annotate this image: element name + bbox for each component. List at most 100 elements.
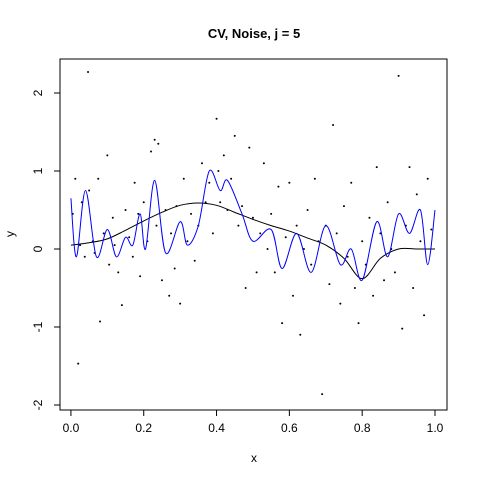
- point: [97, 177, 100, 180]
- point: [270, 212, 273, 215]
- point: [426, 177, 429, 180]
- point: [313, 177, 316, 180]
- point: [211, 232, 214, 235]
- chart-title: CV, Noise, j = 5: [208, 26, 300, 41]
- x-axis-label: x: [251, 451, 257, 465]
- point: [419, 240, 422, 243]
- point: [342, 205, 345, 208]
- point: [321, 393, 324, 396]
- point: [77, 362, 80, 365]
- point: [401, 327, 404, 330]
- y-tick-label: 0: [31, 245, 45, 252]
- y-tick-label: 1: [31, 167, 45, 174]
- fit-line: [70, 202, 435, 280]
- point: [99, 320, 102, 323]
- point: [179, 302, 182, 305]
- point: [155, 224, 158, 227]
- point: [87, 70, 90, 73]
- x-tick-label: 1.0: [427, 421, 444, 435]
- point: [353, 287, 356, 290]
- point: [193, 259, 196, 262]
- point: [74, 177, 77, 180]
- point: [412, 287, 415, 290]
- point: [120, 304, 123, 307]
- point: [284, 236, 287, 239]
- point: [383, 279, 386, 282]
- point: [111, 216, 114, 219]
- point: [182, 177, 185, 180]
- point: [306, 209, 309, 212]
- point: [230, 177, 233, 180]
- point: [273, 271, 276, 274]
- point: [397, 74, 400, 77]
- point: [302, 248, 305, 251]
- x-tick-label: 0.8: [354, 421, 371, 435]
- point: [248, 146, 251, 149]
- point: [423, 314, 426, 317]
- point: [255, 271, 258, 274]
- point: [190, 212, 193, 215]
- point: [208, 181, 211, 184]
- point: [393, 271, 396, 274]
- point: [233, 134, 236, 137]
- point: [124, 209, 127, 212]
- point: [262, 162, 265, 165]
- point: [137, 212, 140, 215]
- point: [292, 294, 295, 297]
- point: [357, 322, 360, 325]
- point: [106, 154, 109, 157]
- point: [299, 333, 302, 336]
- x-tick-label: 0.0: [63, 421, 80, 435]
- point: [237, 224, 240, 227]
- y-tick-label: -1: [31, 321, 45, 332]
- point: [259, 232, 262, 235]
- point: [339, 302, 342, 305]
- point: [173, 267, 176, 270]
- point: [332, 123, 335, 126]
- point: [350, 181, 353, 184]
- y-axis-label: y: [3, 231, 17, 237]
- point: [113, 244, 116, 247]
- point: [186, 240, 189, 243]
- point: [288, 181, 291, 184]
- point: [204, 201, 207, 204]
- point: [219, 201, 222, 204]
- point: [157, 142, 160, 145]
- point: [328, 283, 331, 286]
- point: [168, 294, 171, 297]
- point: [215, 117, 218, 120]
- point: [415, 193, 418, 196]
- point: [133, 181, 136, 184]
- point: [142, 201, 145, 204]
- point: [281, 322, 284, 325]
- point: [295, 224, 298, 227]
- point: [128, 236, 131, 239]
- point: [368, 216, 371, 219]
- point: [79, 244, 82, 247]
- x-tick-label: 0.6: [281, 421, 298, 435]
- point: [361, 240, 364, 243]
- point: [80, 201, 83, 204]
- point: [160, 279, 163, 282]
- point: [266, 248, 269, 251]
- point: [102, 232, 105, 235]
- point: [222, 154, 225, 157]
- point: [139, 275, 142, 278]
- point: [346, 255, 349, 258]
- point: [277, 185, 280, 188]
- point: [88, 189, 91, 192]
- point: [131, 255, 134, 258]
- x-tick-label: 0.4: [208, 421, 225, 435]
- point: [83, 255, 86, 258]
- point: [375, 166, 378, 169]
- point: [310, 263, 313, 266]
- y-tick-label: 2: [31, 89, 45, 96]
- fit-line: [70, 169, 436, 281]
- point: [244, 287, 247, 290]
- y-tick-label: -2: [31, 399, 45, 410]
- point: [200, 162, 203, 165]
- point: [170, 232, 173, 235]
- point: [372, 294, 375, 297]
